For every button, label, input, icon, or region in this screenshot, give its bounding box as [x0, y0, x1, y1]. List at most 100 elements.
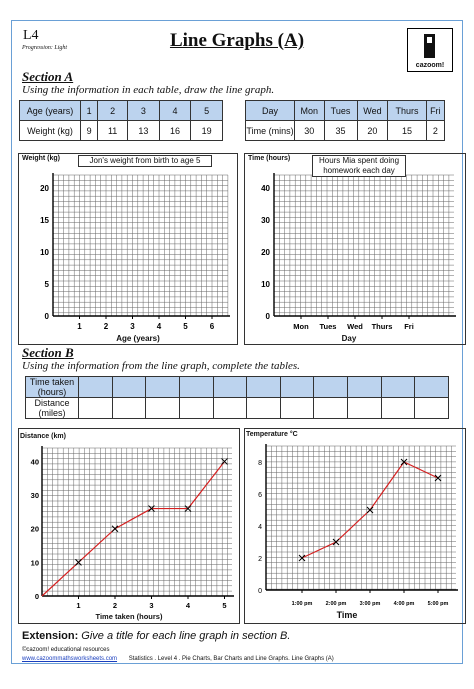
x-tick-label: 5	[183, 322, 188, 331]
extension-text: Give a title for each line graph in sect…	[81, 630, 291, 642]
table-cell: 4	[158, 100, 192, 121]
x-tick-label: 3:00 pm	[360, 601, 381, 607]
graph1-title: Jon's weight from birth to age 5	[78, 155, 212, 167]
table-header: Age (years)	[19, 100, 81, 121]
table-cell-blank[interactable]	[414, 397, 449, 419]
x-tick-label: Fri	[404, 322, 414, 331]
graph2-ylabel: Time (hours)	[248, 155, 291, 162]
y-tick-label: 10	[31, 558, 39, 567]
y-tick-label: 40	[31, 457, 39, 466]
y-tick-label: 10	[40, 248, 49, 257]
table-cell: Mon	[294, 100, 325, 121]
level-label: L4	[23, 28, 39, 43]
table-header: Time taken (hours)	[25, 376, 79, 398]
table-cell: 1	[79, 100, 99, 121]
table-cell-blank[interactable]	[111, 397, 147, 419]
table-cell: 16	[158, 120, 192, 141]
table-cell-blank[interactable]	[78, 376, 113, 398]
y-tick-label: 6	[258, 492, 262, 499]
table-cell-blank[interactable]	[78, 397, 113, 419]
table-cell: 9	[79, 120, 99, 141]
table-cell-blank[interactable]	[246, 397, 281, 419]
section-b-instruction: Using the information from the line grap…	[22, 360, 300, 372]
table-cell: 30	[294, 120, 325, 141]
table-header: Weight (kg)	[19, 120, 81, 141]
section-a-heading: Section A	[22, 69, 74, 84]
x-tick-label: 5	[222, 601, 226, 610]
table-cell-blank[interactable]	[246, 376, 281, 398]
table-cell-blank[interactable]	[313, 376, 348, 398]
x-tick-label: Tues	[320, 322, 337, 331]
x-tick-label: 1:00 pm	[292, 601, 313, 607]
graph1-ylabel: Weight (kg)	[22, 155, 60, 162]
table-cell-blank[interactable]	[145, 397, 180, 419]
y-tick-label: 15	[40, 216, 49, 225]
x-tick-label: Mon	[293, 322, 309, 331]
table-cell-blank[interactable]	[212, 376, 248, 398]
graph2-title: Hours Mia spent doing homework each day	[312, 155, 406, 177]
y-tick-label: 30	[31, 491, 39, 500]
table-cell: 20	[356, 120, 389, 141]
table-cell: 2	[425, 120, 446, 141]
x-tick-label: 3	[149, 601, 153, 610]
graph1-xlabel: Age (years)	[116, 334, 160, 343]
x-tick-label: 4:00 pm	[394, 601, 415, 607]
table-cell-blank[interactable]	[178, 397, 214, 419]
graph4-ylabel: Temperature °C	[246, 431, 298, 438]
progression-label: Progression: Light	[22, 45, 68, 51]
footer: ©cazoom! educational resources www.cazoo…	[22, 646, 334, 664]
day-time-table: Day Mon Tues Wed Thurs Fri Time (mins) 3…	[245, 100, 446, 141]
table-cell-blank[interactable]	[145, 376, 180, 398]
table-cell: Tues	[323, 100, 358, 121]
homework-graph: 0 10 20 30 40 Mon Tues Wed Thurs Fri	[261, 173, 456, 331]
extension: Extension: Give a title for each line gr…	[22, 630, 290, 642]
table-cell-blank[interactable]	[279, 397, 315, 419]
table-cell: Thurs	[387, 100, 427, 121]
weight-graph: 0 5 10 15 20 1 2 3 4 5 6	[40, 173, 230, 331]
table-cell-blank[interactable]	[279, 376, 315, 398]
table-cell-blank[interactable]	[178, 376, 214, 398]
page-title: Line Graphs (A)	[169, 30, 305, 51]
data-point	[400, 458, 408, 466]
table-cell-blank[interactable]	[111, 376, 147, 398]
section-b-table: Time taken (hours) Distance (miles)	[25, 376, 449, 419]
data-point	[184, 505, 192, 512]
y-tick-label: 0	[258, 588, 262, 595]
y-tick-label: 5	[45, 280, 50, 289]
y-tick-label: 2	[258, 556, 262, 563]
data-point	[366, 506, 374, 514]
footer-copyright: ©cazoom! educational resources	[22, 647, 110, 653]
table-cell: 15	[387, 120, 427, 141]
data-point	[148, 505, 155, 512]
data-point	[75, 559, 82, 566]
table-cell: 19	[190, 120, 223, 141]
graph4-frame	[244, 428, 466, 624]
table-header: Distance (miles)	[25, 397, 79, 419]
section-a-instruction: Using the information in each table, dra…	[22, 84, 275, 96]
logo-icon	[424, 34, 435, 58]
distance-graph: 0 10 20 30 40 1 2 3 4 5	[31, 446, 234, 610]
y-tick-label: 4	[258, 524, 262, 531]
graph1-frame	[18, 153, 238, 345]
graph3-frame	[18, 428, 240, 624]
table-cell: Fri	[425, 100, 446, 121]
table-cell-blank[interactable]	[347, 397, 382, 419]
graph4-xlabel: Time	[336, 610, 358, 620]
table-cell-blank[interactable]	[347, 376, 382, 398]
table-header: Time (mins)	[245, 120, 295, 141]
table-cell: 11	[97, 120, 128, 141]
footer-link[interactable]: www.cazoommathsworksheets.com	[22, 656, 118, 662]
table-cell-blank[interactable]	[414, 376, 449, 398]
data-point	[298, 554, 306, 562]
table-cell-blank[interactable]	[380, 376, 416, 398]
logo-text: cazoom!	[415, 62, 445, 69]
table-cell-blank[interactable]	[212, 397, 248, 419]
data-point	[221, 458, 228, 465]
table-cell: Wed	[356, 100, 389, 121]
table-cell-blank[interactable]	[380, 397, 416, 419]
table-cell-blank[interactable]	[313, 397, 348, 419]
x-tick-label: 2	[113, 601, 117, 610]
age-weight-table: Age (years) 1 2 3 4 5 Weight (kg) 9 11 1…	[19, 100, 223, 141]
x-tick-label: 3	[130, 322, 135, 331]
x-tick-label: 2	[104, 322, 109, 331]
